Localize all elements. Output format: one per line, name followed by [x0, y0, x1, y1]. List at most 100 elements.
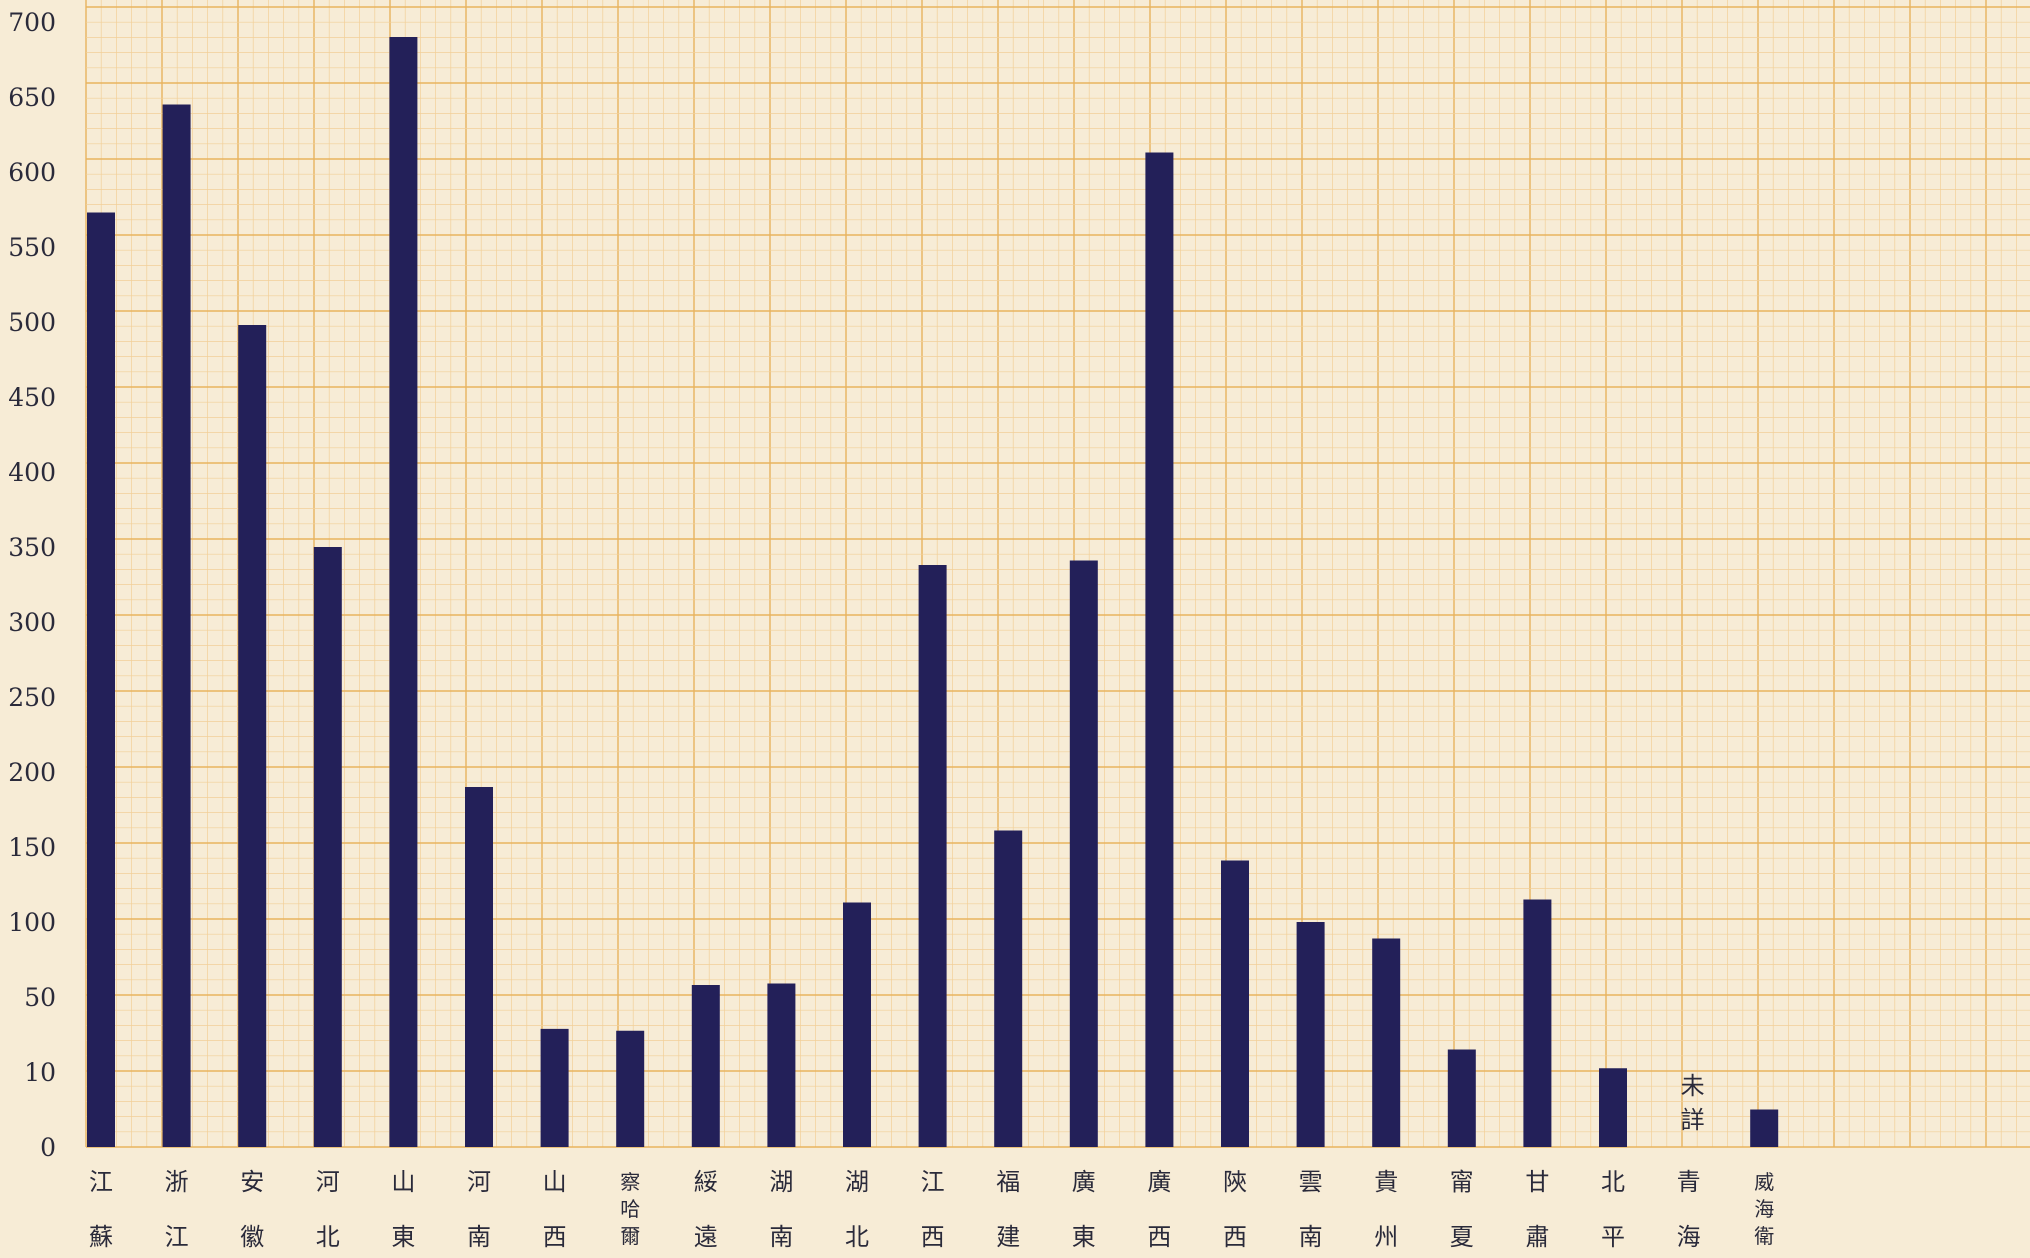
- x-tick-label-char: 遠: [694, 1223, 718, 1251]
- x-tick-label-char: 北: [845, 1223, 869, 1251]
- x-tick-label-char: 州: [1374, 1223, 1398, 1251]
- bar: [540, 1028, 569, 1147]
- x-category-label: 河北: [316, 1168, 340, 1251]
- x-tick-label-char: 安: [240, 1168, 264, 1196]
- x-tick-label-char: 海: [1754, 1197, 1774, 1221]
- x-tick-label-char: 河: [467, 1168, 491, 1196]
- x-category-label: 安徽: [240, 1168, 264, 1251]
- x-tick-label-char: 廣: [1072, 1168, 1096, 1196]
- x-tick-label-char: 東: [1072, 1223, 1096, 1251]
- bar: [1296, 922, 1325, 1147]
- bar: [1523, 899, 1552, 1147]
- x-tick-label-char: 河: [316, 1168, 340, 1196]
- x-tick-label-char: 平: [1601, 1223, 1625, 1251]
- annotations: 未詳: [1681, 1072, 1705, 1134]
- x-category-label: 貴州: [1374, 1168, 1398, 1251]
- x-axis-category-labels: 江蘇浙江安徽河北山東河南山西察哈爾綏遠湖南湖北江西福建廣東廣西陝西雲南貴州甯夏甘…: [89, 1168, 1774, 1251]
- grid: [85, 0, 2030, 1148]
- y-tick-label: 100: [8, 908, 56, 937]
- bar: [162, 104, 191, 1147]
- x-tick-label-char: 南: [1299, 1223, 1323, 1251]
- x-tick-label-char: 江: [165, 1223, 189, 1251]
- y-axis-tick-labels: 0 10 50 100 150 200 250 300 350 400 450 500 550 600 65…: [8, 8, 56, 1162]
- x-tick-label-char: 爾: [620, 1224, 640, 1248]
- y-tick-label: 200: [8, 758, 56, 787]
- x-category-label: 北平: [1601, 1168, 1625, 1251]
- x-tick-label-char: 甘: [1525, 1168, 1549, 1196]
- y-tick-label: 250: [8, 683, 56, 712]
- y-tick-label: 400: [8, 458, 56, 487]
- bar: [1750, 1109, 1779, 1147]
- y-tick-label: 10: [24, 1058, 56, 1087]
- y-tick-label: 350: [8, 533, 56, 562]
- y-tick-label: 600: [8, 158, 56, 187]
- bar: [87, 212, 115, 1147]
- y-tick-label: 650: [8, 83, 56, 112]
- x-tick-label-char: 青: [1677, 1168, 1701, 1196]
- y-tick-label: 550: [8, 233, 56, 262]
- x-category-label: 河南: [467, 1168, 491, 1251]
- x-category-label: 察哈爾: [620, 1170, 640, 1248]
- x-category-label: 湖南: [769, 1168, 793, 1251]
- bar: [1372, 938, 1401, 1147]
- x-tick-label-char: 海: [1677, 1223, 1701, 1251]
- x-tick-label-char: 東: [391, 1223, 415, 1251]
- x-tick-label-char: 山: [391, 1168, 415, 1196]
- x-tick-label-char: 江: [921, 1168, 945, 1196]
- x-tick-label-char: 建: [996, 1223, 1020, 1251]
- x-tick-label-char: 哈: [620, 1197, 640, 1221]
- bar: [1221, 860, 1249, 1147]
- x-category-label: 浙江: [165, 1168, 189, 1251]
- x-tick-label-char: 南: [769, 1223, 793, 1251]
- x-category-label: 江西: [921, 1168, 945, 1251]
- x-tick-label-char: 西: [921, 1223, 945, 1251]
- bar: [389, 37, 418, 1147]
- x-tick-label-char: 北: [1601, 1168, 1625, 1196]
- bars: [87, 37, 1779, 1147]
- bar: [1145, 152, 1174, 1147]
- x-tick-label-char: 湖: [769, 1168, 793, 1196]
- x-tick-label-char: 江: [89, 1168, 113, 1196]
- y-tick-label: 450: [8, 383, 56, 412]
- x-tick-label-char: 西: [543, 1223, 567, 1251]
- x-tick-label-char: 西: [1147, 1223, 1171, 1251]
- bar: [1599, 1068, 1627, 1147]
- y-tick-label: 300: [8, 608, 56, 637]
- bar: [313, 547, 342, 1147]
- x-tick-label-char: 廣: [1147, 1168, 1171, 1196]
- x-tick-label-char: 陝: [1223, 1168, 1247, 1196]
- x-tick-label-char: 雲: [1299, 1168, 1323, 1196]
- bar: [238, 325, 267, 1147]
- x-tick-label-char: 察: [620, 1170, 640, 1194]
- y-tick-label: 0: [40, 1133, 56, 1162]
- annotation-char: 未: [1681, 1072, 1705, 1100]
- x-tick-label-char: 西: [1223, 1223, 1247, 1251]
- x-tick-label-char: 南: [467, 1223, 491, 1251]
- y-tick-label: 500: [8, 308, 56, 337]
- x-category-label: 廣西: [1147, 1168, 1171, 1251]
- x-tick-label-char: 徽: [240, 1223, 264, 1251]
- x-category-label: 綏遠: [694, 1168, 718, 1251]
- x-category-label: 雲南: [1299, 1168, 1323, 1251]
- y-tick-label: 150: [8, 833, 56, 862]
- bar-annotation: 未詳: [1681, 1072, 1705, 1134]
- x-category-label: 甯夏: [1450, 1168, 1474, 1251]
- bar: [465, 787, 493, 1147]
- x-category-label: 山東: [391, 1168, 415, 1251]
- x-tick-label-char: 貴: [1374, 1168, 1398, 1196]
- bar: [616, 1030, 645, 1147]
- y-tick-label: 50: [24, 983, 56, 1012]
- x-category-label: 威海衛: [1754, 1170, 1774, 1248]
- x-tick-label-char: 福: [996, 1168, 1020, 1196]
- x-category-label: 甘肅: [1525, 1168, 1549, 1251]
- x-tick-label-char: 威: [1754, 1170, 1774, 1194]
- x-category-label: 福建: [996, 1168, 1020, 1251]
- bar: [691, 985, 720, 1147]
- annotation-char: 詳: [1681, 1106, 1705, 1134]
- x-tick-label-char: 甯: [1450, 1168, 1474, 1196]
- x-tick-label-char: 衛: [1754, 1224, 1774, 1248]
- x-tick-label-char: 浙: [165, 1168, 189, 1196]
- x-category-label: 廣東: [1072, 1168, 1096, 1251]
- x-tick-label-char: 夏: [1450, 1223, 1474, 1251]
